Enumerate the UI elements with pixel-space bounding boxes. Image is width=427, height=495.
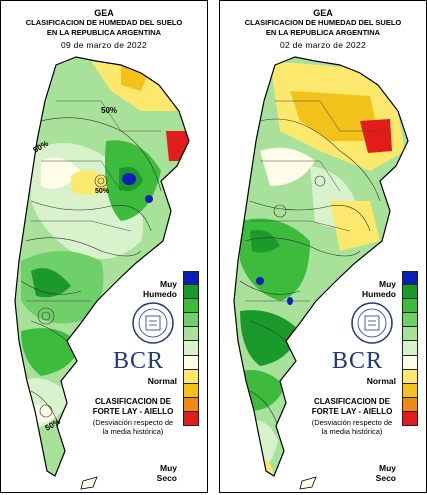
legend-swatch	[183, 327, 199, 342]
legend-swatch	[183, 397, 199, 412]
classification-title: CLASIFICACION DE FORTE LAY - AIELLO	[302, 397, 402, 416]
panel-title-line1: CLASIFICACION DE HUMEDAD DEL SUELO	[25, 18, 183, 27]
classification-note1: (Desviación respecto de	[92, 418, 174, 427]
legend-swatch	[402, 397, 418, 412]
legend-swatch	[183, 383, 199, 398]
legend-swatch	[183, 355, 199, 370]
legend-normal-label: Normal	[366, 376, 396, 386]
legend-swatch	[402, 327, 418, 342]
bcr-seal-icon	[351, 302, 393, 344]
legend-swatch	[402, 369, 418, 384]
panel-title-line2: EN LA REPUBLICA ARGENTINA	[46, 28, 162, 37]
legend-swatch	[402, 313, 418, 328]
legend-muy-humedo-label: Muy Humedo	[143, 279, 177, 299]
legend-muy-seco-label: Muy Seco	[375, 463, 396, 483]
legend-swatch	[402, 299, 418, 314]
panel-org: GEA	[94, 8, 114, 18]
legend-swatch	[402, 341, 418, 356]
panel-date: 09 de marzo de 2022	[60, 40, 148, 50]
legend-swatch	[183, 285, 199, 300]
classification-note: (Desviación respecto de la media históri…	[302, 418, 402, 436]
legend-color-bar	[183, 271, 199, 427]
bcr-logo-text: BCR	[332, 348, 384, 374]
bcr-seal-icon	[132, 302, 174, 344]
panel-date: 02 de marzo de 2022	[279, 40, 367, 50]
panel-org: GEA	[313, 8, 333, 18]
legend-swatch	[402, 285, 418, 300]
panel-title-line1: CLASIFICACION DE HUMEDAD DEL SUELO	[244, 18, 402, 27]
map-panel-right: GEA CLASIFICACION DE HUMEDAD DEL SUELO E…	[219, 0, 427, 493]
classification-line2: FORTE LAY - AIELLO	[92, 406, 174, 416]
classification-line2: FORTE LAY - AIELLO	[311, 406, 393, 416]
classification-title: CLASIFICACION DE FORTE LAY - AIELLO	[83, 397, 183, 416]
legend-swatch	[183, 341, 199, 356]
malvinas-islands	[80, 476, 98, 490]
legend-swatch	[183, 313, 199, 328]
classification-note1: (Desviación respecto de	[311, 418, 393, 427]
legend-swatch	[402, 355, 418, 370]
argentina-map-left: 50% 50% 50% 50%	[14, 56, 190, 490]
legend-swatch	[402, 383, 418, 398]
legend-swatch	[183, 299, 199, 314]
legend-swatch	[183, 271, 199, 286]
contour-label: 50%	[101, 106, 117, 115]
legend-muy-humedo-label: Muy Humedo	[362, 279, 396, 299]
panel-title-line2: EN LA REPUBLICA ARGENTINA	[265, 28, 381, 37]
legend-swatch	[402, 271, 418, 286]
contour-label: 50%	[95, 188, 110, 195]
legend-swatch	[402, 411, 418, 427]
argentina-map-right	[233, 56, 409, 490]
legend-muy-seco-label: Muy Seco	[156, 463, 177, 483]
legend-swatch	[183, 369, 199, 384]
classification-note2: la media histórica)	[102, 427, 164, 436]
classification-note2: la media histórica)	[321, 427, 383, 436]
classification-line1: CLASIFICACION DE	[314, 397, 390, 406]
bcr-logo-text: BCR	[113, 348, 165, 374]
legend-normal-label: Normal	[147, 376, 177, 386]
legend-swatch	[183, 411, 199, 427]
legend-color-bar	[402, 271, 418, 427]
map-panel-left: 50% 50% 50% 50% GEA CLASIFICACION DE HUM…	[0, 0, 208, 493]
classification-line1: CLASIFICACION DE	[95, 397, 171, 406]
malvinas-islands	[299, 476, 317, 490]
classification-note: (Desviación respecto de la media históri…	[83, 418, 183, 436]
